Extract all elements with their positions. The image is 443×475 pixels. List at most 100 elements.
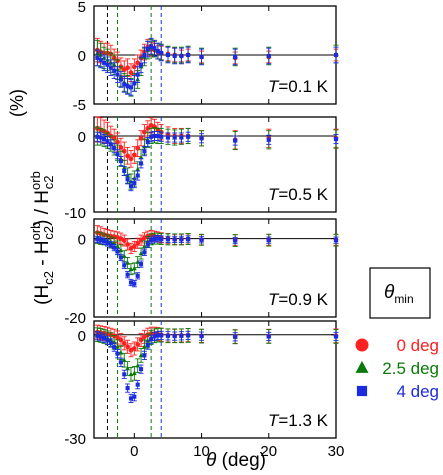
data-point — [118, 145, 124, 150]
data-point — [155, 236, 160, 241]
panel-3: 0 -20 T=0.9 K — [64, 218, 339, 327]
data-point — [118, 255, 123, 260]
data-point — [98, 334, 103, 339]
data-point — [138, 352, 144, 358]
data-point — [233, 138, 238, 143]
legend-label: 4 deg — [396, 382, 439, 401]
data-point — [115, 243, 120, 249]
data-point — [155, 49, 160, 54]
data-point — [131, 64, 137, 70]
data-point — [186, 333, 191, 338]
data-point — [102, 239, 107, 244]
y-tick-label: -20 — [64, 310, 86, 327]
data-point — [233, 238, 238, 243]
data-point — [165, 135, 170, 140]
data-point — [135, 382, 140, 387]
data-point — [165, 52, 170, 58]
panels: 50-5T=0.1 K0-10T=0.5 K0-20T=0.9 K0-300 10… — [64, 0, 344, 460]
legend-marker — [355, 360, 369, 373]
legend-label: 0 deg — [396, 336, 439, 355]
data-point — [149, 134, 154, 139]
x-tick-label: 0 — [130, 443, 138, 460]
data-point — [122, 168, 127, 173]
data-point — [135, 259, 141, 264]
data-point — [132, 181, 137, 186]
data-point — [333, 137, 339, 142]
data-point — [125, 177, 130, 182]
data-point — [152, 236, 157, 242]
data-point — [138, 154, 144, 160]
data-point — [199, 136, 204, 141]
data-point — [266, 238, 271, 243]
data-point — [122, 82, 127, 87]
data-point — [142, 353, 147, 358]
data-point — [135, 240, 141, 246]
data-point — [149, 238, 154, 243]
data-point — [333, 334, 339, 339]
data-point — [115, 351, 120, 356]
data-point — [95, 237, 100, 242]
legend-title: θmin — [369, 267, 431, 319]
data-point — [135, 166, 141, 172]
data-point — [105, 338, 110, 343]
data-point — [199, 54, 204, 59]
data-point — [125, 365, 131, 371]
legend-label: 2.5 deg — [382, 359, 439, 378]
legend-marker — [355, 338, 369, 352]
data-point — [135, 363, 141, 368]
data-point — [179, 237, 184, 242]
data-point — [131, 265, 137, 271]
data-point — [131, 370, 137, 376]
data-point — [122, 263, 127, 268]
y-tick-label: -5 — [73, 97, 86, 114]
svg-text:θmin: θmin — [384, 282, 414, 306]
data-point — [125, 344, 131, 350]
y-tick-label: 5 — [78, 0, 86, 16]
data-point — [266, 334, 271, 339]
data-point — [333, 238, 339, 243]
series-1 — [94, 324, 339, 358]
data-point — [121, 340, 127, 346]
data-point — [98, 57, 103, 62]
data-point — [138, 337, 144, 343]
series-1 — [94, 116, 339, 168]
series-3 — [94, 37, 339, 96]
data-point — [152, 46, 157, 51]
data-point — [145, 343, 150, 348]
data-point — [98, 135, 103, 140]
data-point — [139, 367, 144, 372]
data-point — [142, 129, 147, 135]
data-point — [145, 47, 150, 52]
data-point — [179, 135, 184, 140]
data-point — [115, 152, 120, 157]
data-point — [145, 140, 150, 145]
data-point — [125, 84, 130, 89]
data-point — [128, 396, 134, 401]
y-tick-label: 0 — [78, 328, 86, 345]
legend: 0 deg 2.5 deg 4 deg — [355, 336, 439, 401]
data-point — [165, 333, 170, 338]
data-point — [131, 346, 137, 351]
data-point — [266, 137, 271, 142]
data-point — [115, 335, 120, 340]
data-point — [128, 156, 134, 162]
data-point — [102, 60, 107, 65]
panel-label: T=0.1 K — [268, 77, 329, 96]
panel-label-value: =0.1 K — [278, 77, 328, 96]
data-point — [139, 262, 144, 267]
data-point — [159, 236, 164, 242]
panel-label: T=0.5 K — [268, 185, 329, 204]
data-point — [138, 250, 144, 256]
data-point — [179, 53, 184, 59]
data-point — [159, 134, 164, 139]
x-tick-label: 10 — [193, 443, 210, 460]
data-point — [186, 52, 191, 58]
data-point — [199, 334, 204, 339]
data-point — [95, 333, 100, 338]
data-point — [266, 53, 271, 59]
legend-marker — [356, 385, 368, 397]
data-point — [135, 173, 140, 178]
data-point — [115, 72, 120, 77]
data-point — [102, 336, 107, 341]
